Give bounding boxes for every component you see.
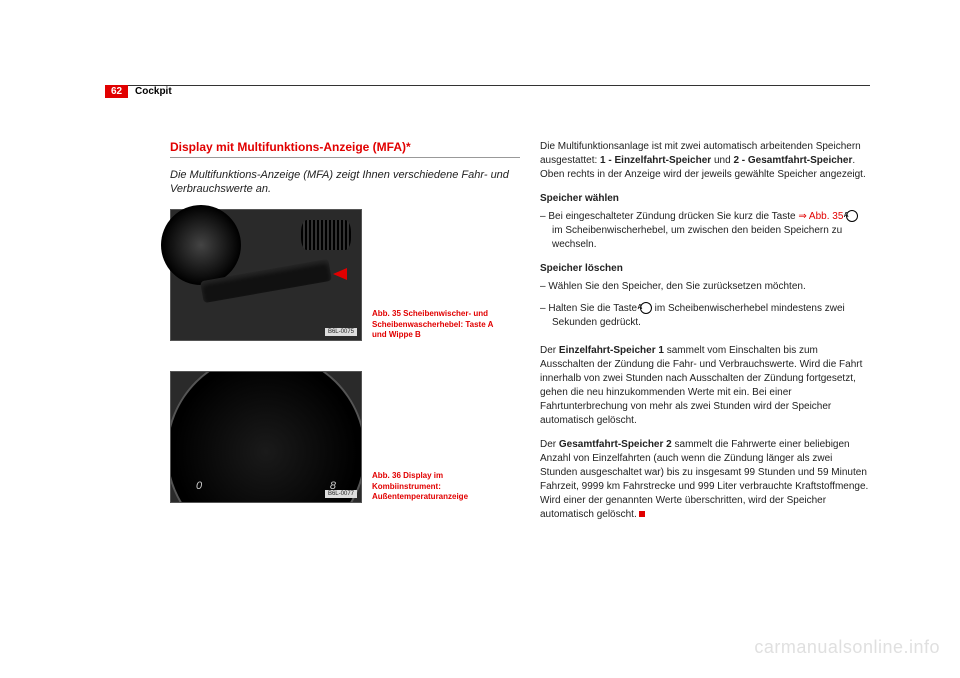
- text: Wählen Sie den Speicher, den Sie zurücks…: [548, 281, 805, 292]
- figure-36-image: 0 8 23.0 °C B6L-0077: [170, 371, 362, 503]
- end-marker-icon: [639, 511, 645, 517]
- text: sammelt vom Einschalten bis zum Ausschal…: [540, 345, 862, 426]
- button-a-icon: A: [640, 302, 652, 314]
- figure-reference-link: ⇒ Abb. 35: [798, 211, 843, 222]
- article-subtitle: Die Multifunktions-Anzeige (MFA) zeigt I…: [170, 168, 520, 197]
- speedo-digit-low: 0: [196, 480, 202, 492]
- text: sammelt die Fahrwerte einer beliebigen A…: [540, 439, 868, 520]
- text: Der: [540, 345, 559, 356]
- sub-heading-select: Speicher wählen: [540, 192, 870, 206]
- mem2-label: 2 - Gesamtfahrt-Speicher: [733, 155, 852, 166]
- text: Der: [540, 439, 559, 450]
- red-arrow-icon: [333, 268, 347, 280]
- text: und: [711, 155, 733, 166]
- intro-paragraph: Die Multifunktionsanlage ist mit zwei au…: [540, 140, 870, 182]
- mem1-label: 1 - Einzelfahrt-Speicher: [600, 155, 711, 166]
- einzelfahrt-label: Einzelfahrt-Speicher 1: [559, 345, 664, 356]
- figure-36-caption: Abb. 36 Display im Kombiinstrument: Auße…: [372, 471, 502, 502]
- list-item: Bei eingeschalteter Zündung drücken Sie …: [552, 210, 870, 252]
- figure-35-image: B6L-0075: [170, 209, 362, 341]
- list-item: Halten Sie die Taste A im Scheibenwische…: [552, 302, 870, 330]
- sub-heading-delete: Speicher löschen: [540, 262, 870, 276]
- text: Halten Sie die Taste: [548, 303, 640, 314]
- figure-35-block: B6L-0075 Abb. 35 Scheibenwischer- und Sc…: [170, 209, 520, 341]
- button-a-icon: A: [846, 210, 858, 222]
- text: Bei eingeschalteter Zündung drücken Sie …: [548, 211, 798, 222]
- figure-36-tag: B6L-0077: [325, 490, 357, 498]
- figure-36-block: 0 8 23.0 °C B6L-0077 Abb. 36 Display im …: [170, 371, 520, 503]
- gesamtfahrt-label: Gesamtfahrt-Speicher 2: [559, 439, 672, 450]
- figure-35-caption: Abb. 35 Scheibenwischer- und Scheibenwas…: [372, 309, 502, 340]
- text: im Scheibenwischerhebel, um zwischen den…: [552, 225, 842, 250]
- einzelfahrt-paragraph: Der Einzelfahrt-Speicher 1 sammelt vom E…: [540, 344, 870, 428]
- left-column: Display mit Multifunktions-Anzeige (MFA)…: [170, 140, 520, 533]
- list-item: Wählen Sie den Speicher, den Sie zurücks…: [552, 280, 870, 294]
- air-vent-shape: [301, 220, 351, 250]
- header-rule: [105, 85, 870, 86]
- gauge-shape: [161, 205, 241, 285]
- article-heading: Display mit Multifunktions-Anzeige (MFA)…: [170, 140, 520, 158]
- gesamtfahrt-paragraph: Der Gesamtfahrt-Speicher 2 sammelt die F…: [540, 438, 870, 522]
- manual-page: 62 Cockpit Display mit Multifunktions-An…: [0, 0, 960, 678]
- figure-35-tag: B6L-0075: [325, 328, 357, 336]
- section-label: Cockpit: [135, 86, 172, 97]
- watermark-text: carmanualsonline.info: [754, 637, 940, 658]
- right-column: Die Multifunktionsanlage ist mit zwei au…: [540, 140, 870, 532]
- speedometer-shape: 0 8 23.0 °C: [170, 371, 362, 503]
- page-number-badge: 62: [105, 85, 128, 98]
